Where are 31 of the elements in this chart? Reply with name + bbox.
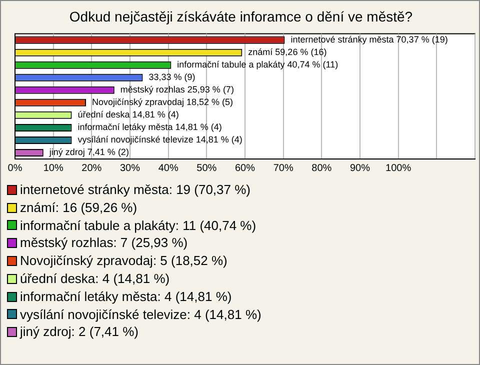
x-tick-label: 10% bbox=[43, 162, 64, 174]
x-tick-label: 40% bbox=[158, 162, 178, 174]
data-label: 33,33 % (9) bbox=[148, 72, 196, 82]
data-label: vysílání novojičínské televize 14,81 % (4) bbox=[78, 134, 242, 145]
data-label: městský rozhlas 25,93 % (7) bbox=[120, 84, 234, 95]
data-label: úřední deska 14,81 % (4) bbox=[78, 110, 179, 120]
legend-label: informační letáky města: 4 (14,81 %) bbox=[20, 288, 232, 306]
data-label: informační tabule a plakáty 40,74 % (11) bbox=[177, 60, 338, 70]
x-tick-label: 90% bbox=[350, 162, 370, 174]
legend-label: vysílání novojičínské televize: 4 (14,81 %) bbox=[20, 306, 262, 324]
x-tick-label: 70% bbox=[273, 162, 294, 174]
x-tick-label: 30% bbox=[120, 162, 140, 174]
data-label: internetové stránky města 70,37 % (19) bbox=[290, 34, 448, 45]
x-tick-label: 0% bbox=[8, 162, 22, 174]
legend-label: informační tabule a plakáty: 11 (40,74 %) bbox=[20, 216, 256, 234]
legend-label: známí: 16 (59,26 %) bbox=[20, 198, 138, 217]
chart-title: Odkud nejčastěji získáváte inforamce o dění ve městě? bbox=[69, 8, 413, 24]
legend-label: městský rozhlas: 7 (25,93 %) bbox=[20, 234, 188, 252]
data-label: informační letáky města 14,81 % (4) bbox=[78, 122, 222, 132]
x-tick-label: 100% bbox=[386, 162, 412, 174]
x-tick-label: 20% bbox=[82, 162, 102, 174]
x-tick-label: 50% bbox=[196, 162, 217, 174]
data-label: známí 59,26 % (16) bbox=[248, 47, 327, 58]
legend-label: Novojičínský zpravodaj: 5 (18,52 %) bbox=[20, 252, 228, 270]
x-tick-label: 80% bbox=[312, 162, 332, 174]
legend-label: jiný zdroj: 2 (7,41 %) bbox=[20, 323, 138, 342]
legend-label: internetové stránky města: 19 (70,37 %) bbox=[20, 181, 251, 199]
data-label: jiný zdroj 7,41 % (2) bbox=[48, 147, 129, 158]
data-label: Novojičínský zpravodaj 18,52 % (5) bbox=[92, 97, 234, 108]
x-tick-label: 60% bbox=[234, 162, 256, 174]
legend-label: úřední deska: 4 (14,81 %) bbox=[20, 270, 170, 288]
